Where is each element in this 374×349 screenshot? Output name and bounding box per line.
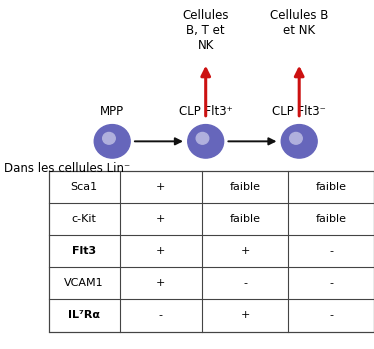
- Text: +: +: [156, 246, 166, 256]
- Text: Cellules
B, T et
NK: Cellules B, T et NK: [183, 9, 229, 52]
- Text: Flt3: Flt3: [72, 246, 96, 256]
- Text: faible: faible: [230, 182, 260, 192]
- Text: faible: faible: [230, 214, 260, 224]
- Circle shape: [94, 125, 130, 158]
- Circle shape: [103, 133, 115, 144]
- Text: +: +: [240, 311, 250, 320]
- Bar: [49, 171, 374, 332]
- Text: CLP Flt3⁻: CLP Flt3⁻: [272, 105, 326, 118]
- Text: Cellules B
et NK: Cellules B et NK: [270, 9, 328, 37]
- Text: CLP Flt3⁺: CLP Flt3⁺: [179, 105, 233, 118]
- Text: Dans les cellules Lin⁻: Dans les cellules Lin⁻: [4, 162, 130, 175]
- Text: c-Kit: c-Kit: [72, 214, 96, 224]
- Text: faible: faible: [316, 214, 346, 224]
- Text: IL⁷Rα: IL⁷Rα: [68, 311, 100, 320]
- Text: -: -: [159, 311, 163, 320]
- Text: -: -: [243, 279, 247, 288]
- Text: VCAM1: VCAM1: [64, 279, 104, 288]
- Text: -: -: [329, 246, 333, 256]
- Text: +: +: [156, 279, 166, 288]
- Text: +: +: [240, 246, 250, 256]
- Text: +: +: [156, 214, 166, 224]
- Circle shape: [188, 125, 224, 158]
- Text: +: +: [156, 182, 166, 192]
- Circle shape: [290, 133, 302, 144]
- Text: -: -: [329, 311, 333, 320]
- Text: -: -: [329, 279, 333, 288]
- Text: Sca1: Sca1: [71, 182, 98, 192]
- Text: MPP: MPP: [100, 105, 124, 118]
- Circle shape: [196, 133, 209, 144]
- Circle shape: [281, 125, 317, 158]
- Text: faible: faible: [316, 182, 346, 192]
